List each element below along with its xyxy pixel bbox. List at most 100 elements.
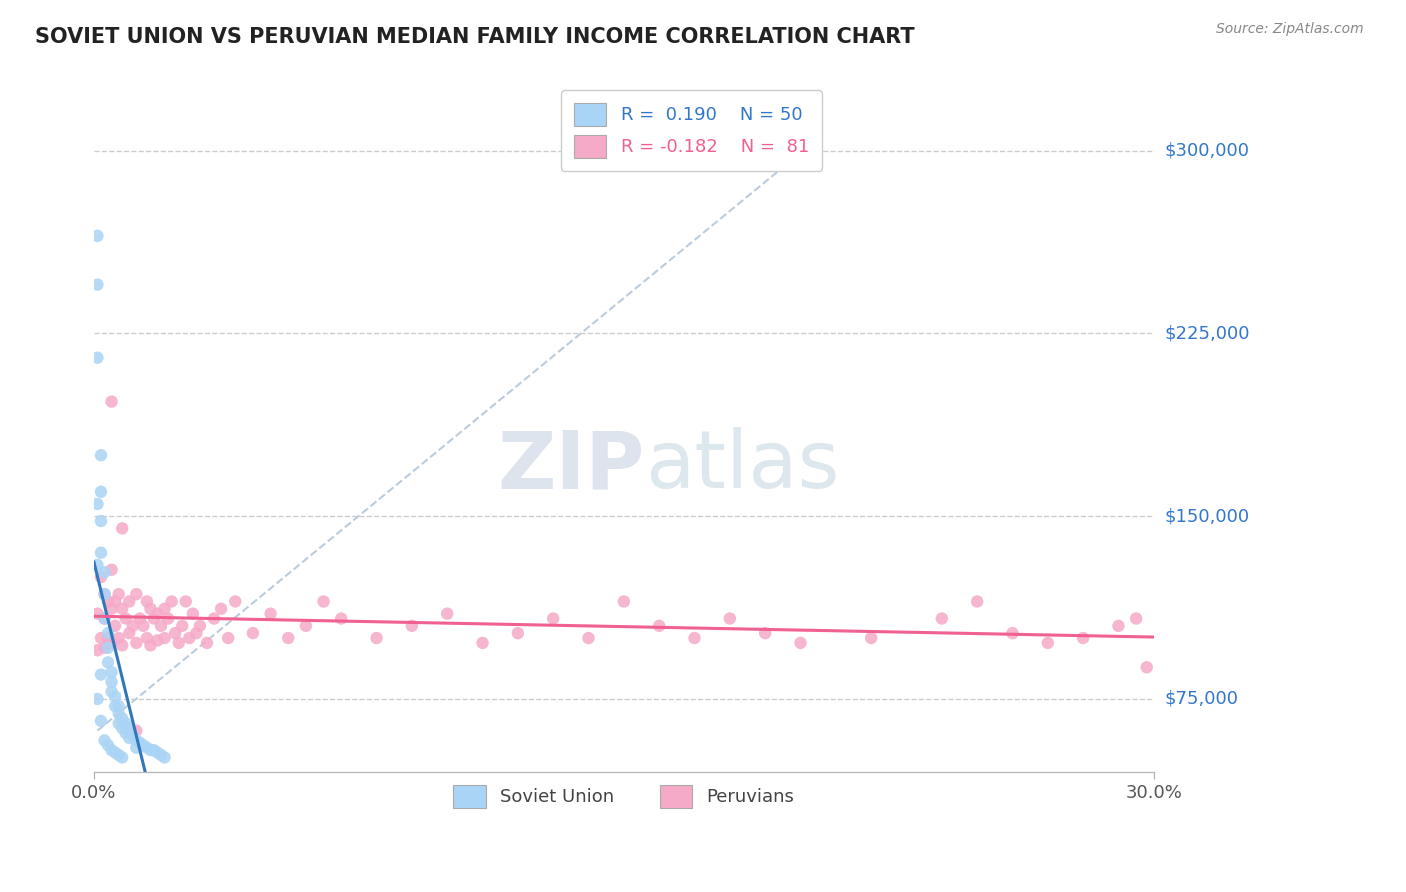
Point [966, 594, 988, 608]
Point [114, 716, 136, 731]
Point [90, 631, 112, 645]
Point [111, 750, 134, 764]
Point [111, 721, 134, 735]
Point [139, 601, 162, 615]
Point [86, 351, 108, 365]
Point [86, 692, 108, 706]
Point [132, 738, 155, 752]
Point [277, 631, 299, 645]
Text: ZIP: ZIP [498, 427, 645, 506]
Point [135, 631, 157, 645]
Point [188, 619, 211, 633]
Point [1107, 619, 1129, 633]
Point [401, 619, 423, 633]
Point [1125, 611, 1147, 625]
Point [90, 484, 112, 499]
Point [143, 743, 166, 757]
Point [107, 716, 129, 731]
Point [100, 636, 122, 650]
Point [135, 594, 157, 608]
Point [683, 631, 706, 645]
Point [754, 626, 776, 640]
Point [107, 587, 129, 601]
Point [648, 619, 671, 633]
Point [100, 743, 122, 757]
Point [312, 594, 335, 608]
Point [143, 611, 166, 625]
Point [97, 656, 120, 670]
Point [150, 619, 173, 633]
Point [111, 711, 134, 725]
Point [118, 626, 141, 640]
Point [111, 638, 134, 652]
Point [146, 633, 169, 648]
Point [111, 601, 134, 615]
Point [107, 706, 129, 721]
Point [146, 746, 169, 760]
Point [97, 738, 120, 752]
Point [125, 740, 148, 755]
Point [100, 563, 122, 577]
Point [195, 636, 218, 650]
Point [104, 690, 127, 704]
Point [436, 607, 458, 621]
Point [1001, 626, 1024, 640]
Point [157, 611, 180, 625]
Point [135, 740, 157, 755]
Point [541, 611, 564, 625]
Point [114, 611, 136, 625]
Text: $300,000: $300,000 [1166, 142, 1250, 160]
Point [125, 587, 148, 601]
Point [107, 631, 129, 645]
Point [100, 601, 122, 615]
Point [93, 611, 115, 625]
Point [150, 747, 173, 762]
Point [121, 729, 143, 743]
Point [104, 594, 127, 608]
Point [125, 723, 148, 738]
Point [202, 611, 225, 625]
Text: $75,000: $75,000 [1166, 690, 1239, 708]
Point [186, 626, 208, 640]
Point [104, 619, 127, 633]
Point [209, 601, 232, 615]
Point [90, 667, 112, 681]
Point [172, 619, 194, 633]
Point [217, 631, 239, 645]
Point [295, 619, 318, 633]
Point [718, 611, 741, 625]
Point [125, 636, 148, 650]
Point [104, 746, 127, 760]
Point [107, 747, 129, 762]
Point [259, 607, 281, 621]
Point [97, 640, 120, 655]
Point [90, 514, 112, 528]
Point [90, 714, 112, 728]
Point [179, 631, 201, 645]
Point [1136, 660, 1159, 674]
Point [330, 611, 353, 625]
Point [146, 607, 169, 621]
Point [86, 643, 108, 657]
Point [125, 733, 148, 747]
Point [100, 394, 122, 409]
Point [111, 521, 134, 535]
Point [100, 674, 122, 689]
Point [93, 565, 115, 579]
Point [128, 611, 150, 625]
Point [153, 750, 176, 764]
Point [100, 684, 122, 698]
Point [114, 726, 136, 740]
Point [107, 699, 129, 714]
Point [366, 631, 388, 645]
Point [97, 626, 120, 640]
Point [93, 733, 115, 747]
Point [118, 594, 141, 608]
Point [104, 699, 127, 714]
Point [931, 611, 953, 625]
Point [153, 601, 176, 615]
Point [139, 638, 162, 652]
Text: $150,000: $150,000 [1166, 508, 1250, 525]
Text: $225,000: $225,000 [1166, 325, 1250, 343]
Point [86, 228, 108, 243]
